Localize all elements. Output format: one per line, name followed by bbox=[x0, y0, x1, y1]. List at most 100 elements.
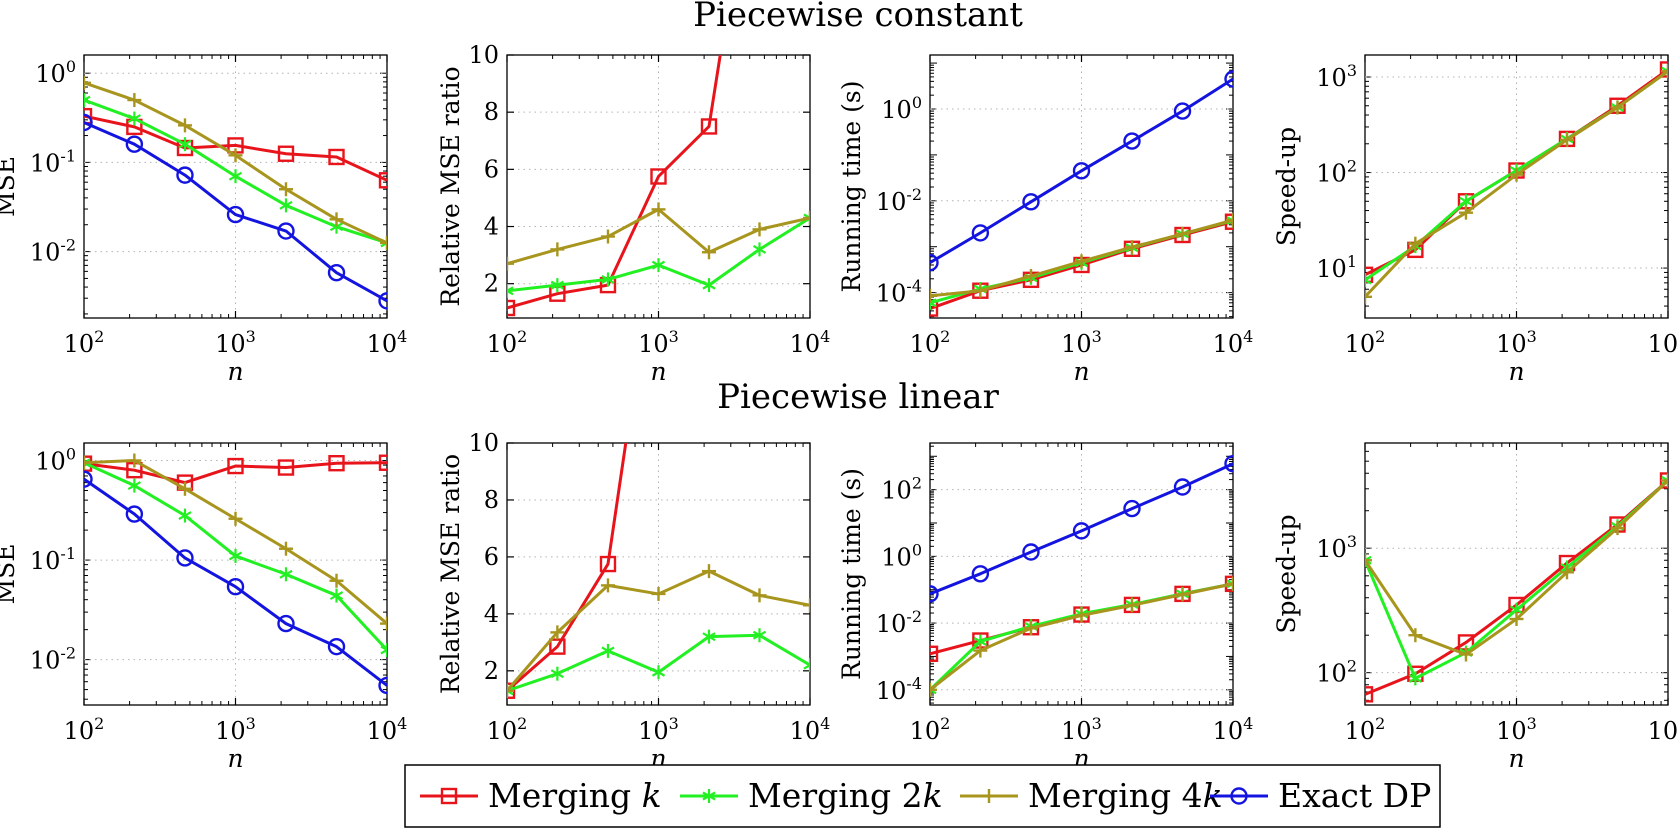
y-tick-label: 10-4 bbox=[876, 277, 922, 308]
x-tick-label: 102 bbox=[1345, 714, 1386, 745]
data-point-k4 bbox=[1408, 628, 1423, 643]
data-point-dp bbox=[971, 565, 990, 583]
data-point-dp bbox=[176, 549, 194, 567]
y-tick-label: 8 bbox=[484, 98, 499, 126]
x-tick-label: 102 bbox=[487, 327, 528, 358]
data-point-k4 bbox=[177, 118, 192, 133]
data-point-k2 bbox=[1365, 553, 1372, 568]
y-axis-label: Running time (s) bbox=[837, 468, 866, 680]
data-point-k4 bbox=[1074, 254, 1089, 269]
data-point-dp bbox=[378, 292, 387, 310]
legend-marker-k2 bbox=[702, 789, 716, 803]
row-title-constant: Piecewise constant bbox=[693, 0, 1023, 35]
data-point-k2 bbox=[178, 508, 192, 523]
y-tick-label: 10-2 bbox=[876, 185, 922, 216]
x-tick-label: 103 bbox=[215, 327, 256, 358]
series-line-k bbox=[507, 55, 722, 310]
data-point-dp bbox=[1072, 522, 1091, 540]
y-tick-label: 100 bbox=[35, 57, 76, 88]
data-point-dp bbox=[176, 166, 194, 184]
y-axis-label: MSE bbox=[0, 544, 20, 605]
data-point-k bbox=[549, 638, 566, 655]
y-axis-label: Speed-up bbox=[1272, 127, 1301, 246]
data-point-k bbox=[378, 454, 387, 471]
data-point-dp bbox=[1123, 132, 1141, 150]
data-point-k4 bbox=[1175, 587, 1190, 602]
x-axis-label: n bbox=[1508, 357, 1524, 386]
data-point-dp bbox=[971, 224, 990, 242]
x-axis-label: n bbox=[1508, 744, 1524, 773]
plot-r1-c3: 102103104102103nSpeed-up bbox=[1272, 442, 1678, 773]
y-tick-label: 2 bbox=[484, 270, 499, 298]
series-group bbox=[1365, 472, 1668, 703]
x-tick-label: 104 bbox=[1213, 327, 1254, 358]
data-point-k4 bbox=[1408, 236, 1423, 251]
data-point-k4 bbox=[278, 182, 293, 197]
plot-r0-c3: 102103104101102103nSpeed-up bbox=[1272, 54, 1678, 386]
data-point-k4 bbox=[1509, 611, 1524, 626]
data-point-k2 bbox=[550, 278, 564, 293]
x-tick-label: 104 bbox=[790, 327, 831, 358]
data-point-k4 bbox=[651, 202, 666, 217]
series-group bbox=[84, 453, 387, 695]
data-point-k4 bbox=[1226, 576, 1233, 591]
data-point-dp bbox=[1224, 70, 1233, 88]
y-tick-label: 10 bbox=[468, 429, 499, 457]
data-point-k4 bbox=[278, 541, 293, 556]
x-tick-label: 104 bbox=[790, 714, 831, 745]
data-point-dp bbox=[1022, 193, 1040, 211]
data-point-k4 bbox=[1661, 64, 1668, 79]
series-group bbox=[507, 55, 810, 317]
data-point-k4 bbox=[550, 625, 565, 640]
legend-marker-dp bbox=[1230, 787, 1248, 805]
data-point-k4 bbox=[651, 586, 666, 601]
data-point-k4 bbox=[380, 616, 387, 631]
y-axis-label: Relative MSE ratio bbox=[436, 66, 465, 306]
y-tick-label: 100 bbox=[35, 445, 76, 476]
y-tick-label: 6 bbox=[484, 155, 499, 183]
x-tick-label: 103 bbox=[1061, 327, 1102, 358]
data-point-k4 bbox=[1124, 598, 1139, 613]
data-point-k bbox=[227, 457, 244, 475]
data-point-k bbox=[507, 299, 516, 317]
x-tick-label: 104 bbox=[367, 714, 408, 745]
x-axis-label: n bbox=[227, 744, 243, 773]
x-axis-label: n bbox=[1073, 357, 1089, 386]
data-point-k2 bbox=[1408, 671, 1422, 686]
data-point-k4 bbox=[177, 481, 192, 496]
y-axis-label: Relative MSE ratio bbox=[436, 454, 465, 694]
data-point-k2 bbox=[127, 111, 141, 126]
data-point-k4 bbox=[228, 148, 243, 163]
y-tick-label: 10-4 bbox=[876, 674, 922, 705]
data-point-k4 bbox=[1074, 608, 1089, 623]
data-point-k2 bbox=[279, 198, 293, 213]
data-point-k2 bbox=[651, 665, 666, 680]
series-group bbox=[1365, 61, 1668, 304]
data-point-k4 bbox=[803, 598, 810, 613]
data-point-k2 bbox=[702, 629, 716, 644]
legend-marker-k4 bbox=[982, 789, 996, 803]
data-point-k bbox=[1365, 686, 1374, 703]
legend-marker-k bbox=[440, 787, 458, 805]
plot-r0-c0: 102 103 104 10-2 10-1 100 n MSE bbox=[0, 54, 407, 386]
x-axis-label: n bbox=[650, 357, 666, 386]
data-point-k4 bbox=[1365, 553, 1372, 568]
legend-entry-k4: Merging 4k bbox=[960, 776, 1223, 815]
data-point-k4 bbox=[1124, 240, 1139, 255]
data-point-k4 bbox=[507, 256, 514, 271]
y-axis-label: MSE bbox=[0, 156, 20, 217]
data-point-k bbox=[650, 168, 667, 185]
legend-label-k2: Merging 2k bbox=[748, 776, 943, 815]
data-point-dp bbox=[327, 637, 346, 656]
data-point-k4 bbox=[1458, 205, 1473, 220]
series-line-k bbox=[507, 443, 628, 692]
y-tick-label: 2 bbox=[484, 657, 499, 685]
data-point-k4 bbox=[973, 283, 988, 298]
y-tick-label: 103 bbox=[1316, 532, 1357, 563]
data-point-k4 bbox=[701, 564, 716, 579]
data-point-k4 bbox=[1559, 132, 1574, 147]
data-point-k4 bbox=[752, 588, 767, 603]
series-line-dp bbox=[930, 462, 1233, 596]
y-tick-label: 102 bbox=[881, 474, 922, 505]
